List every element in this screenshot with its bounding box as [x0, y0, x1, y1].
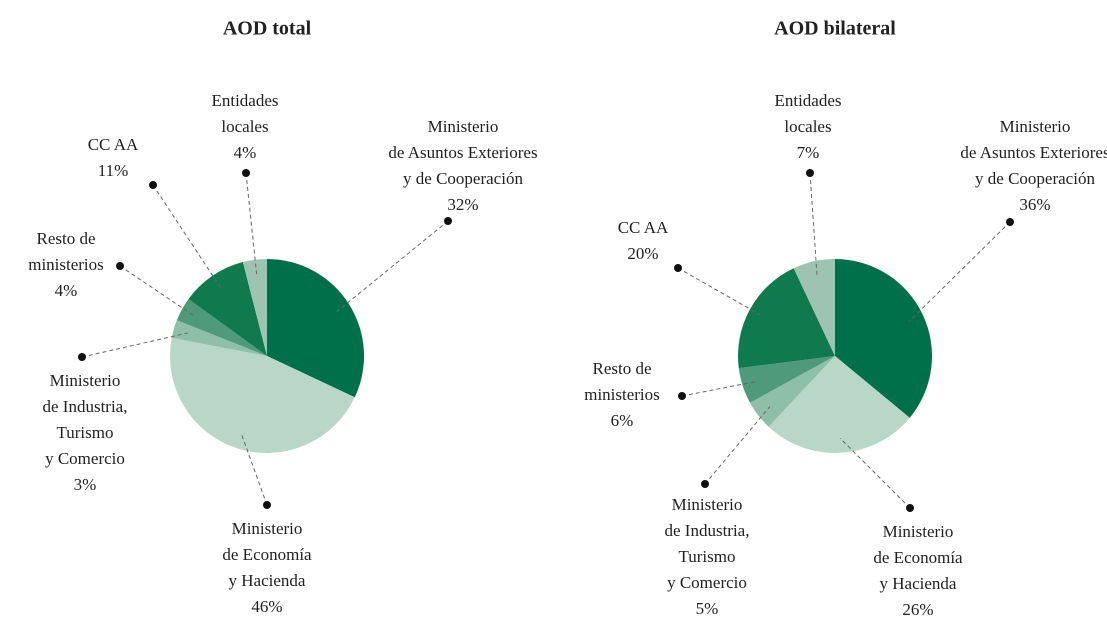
pie-slice: [171, 320, 267, 356]
leader-dot: [444, 217, 452, 225]
leader-dot: [263, 501, 271, 509]
leader-line: [336, 220, 449, 313]
chart-title: AOD bilateral: [774, 18, 896, 40]
slice-label: y Comercio: [45, 449, 125, 468]
pie-slice: [738, 268, 835, 369]
pie-slice: [749, 356, 835, 427]
pie-slice: [793, 259, 835, 356]
leader-line: [681, 380, 757, 397]
value-label: 5%: [696, 599, 719, 617]
slice-label: Resto de: [592, 359, 651, 378]
slice-label: de Economía: [873, 548, 963, 567]
slice-label: Ministerio: [428, 117, 499, 136]
leader-line: [839, 437, 911, 509]
value-label: 11%: [98, 161, 129, 180]
chart-title: AOD total: [223, 18, 312, 40]
slice-label: y de Cooperación: [975, 169, 1095, 188]
slice-label: Entidades: [774, 91, 841, 110]
value-label: 32%: [447, 195, 478, 214]
value-label: 20%: [627, 244, 658, 263]
slice-label: Ministerio: [883, 522, 954, 541]
leader-dot: [78, 353, 86, 361]
leader-line: [152, 184, 222, 289]
slice-label: y de Cooperación: [403, 169, 523, 188]
value-label: 7%: [797, 143, 820, 162]
value-label: 4%: [55, 281, 78, 300]
slice-label: y Hacienda: [229, 571, 306, 590]
slice-label: Ministerio: [50, 371, 121, 390]
leader-dot: [906, 504, 914, 512]
slice-label: Ministerio: [1000, 117, 1071, 136]
slice-label: locales: [221, 117, 268, 136]
slice-label: Entidades: [211, 91, 278, 110]
leader-line: [809, 172, 818, 276]
value-label: 36%: [1019, 195, 1050, 214]
slice-label: y Hacienda: [880, 574, 957, 593]
slice-label: de Industria,: [43, 397, 128, 416]
slice-label: Resto de: [36, 229, 95, 248]
leader-dot: [1006, 218, 1014, 226]
slice-label: de Asuntos Exteriores: [388, 143, 537, 162]
slice-label: CC AA: [618, 218, 669, 237]
leader-dot: [678, 392, 686, 400]
value-label: 26%: [902, 600, 933, 617]
leader-dot: [701, 480, 709, 488]
slice-label: locales: [784, 117, 831, 136]
slice-label: Turismo: [56, 423, 113, 442]
value-label: 6%: [611, 411, 634, 430]
pie-slice: [176, 298, 267, 356]
leader-line: [704, 406, 771, 485]
leader-line: [241, 434, 268, 506]
slice-label: CC AA: [88, 135, 139, 154]
leader-dot: [674, 264, 682, 272]
value-label: 46%: [251, 597, 282, 616]
slice-label: de Asuntos Exteriores: [960, 143, 1107, 162]
value-label: 4%: [234, 143, 257, 162]
pie-slice: [738, 356, 835, 403]
leader-dot: [149, 181, 157, 189]
value-label: 3%: [74, 475, 97, 494]
pie-slice: [267, 259, 365, 398]
slice-label: Ministerio: [232, 519, 303, 538]
leader-dot: [116, 262, 124, 270]
leader-line: [245, 172, 258, 275]
slice-label: de Economía: [222, 545, 312, 564]
pie-slice: [242, 259, 267, 356]
leader-dot: [242, 169, 250, 177]
slice-label: ministerios: [584, 385, 660, 404]
slice-label: Turismo: [678, 547, 735, 566]
leader-dot: [806, 169, 814, 177]
leader-line: [909, 221, 1011, 322]
slice-label: y Comercio: [667, 573, 747, 592]
pie-slice: [768, 356, 910, 453]
slice-label: ministerios: [28, 255, 104, 274]
pie-slice: [170, 337, 355, 453]
slice-label: Ministerio: [672, 495, 743, 514]
pie-slice: [835, 259, 932, 418]
slice-label: de Industria,: [665, 521, 750, 540]
leader-line: [677, 267, 763, 317]
leader-line: [119, 265, 196, 317]
pie-slice: [188, 262, 267, 356]
